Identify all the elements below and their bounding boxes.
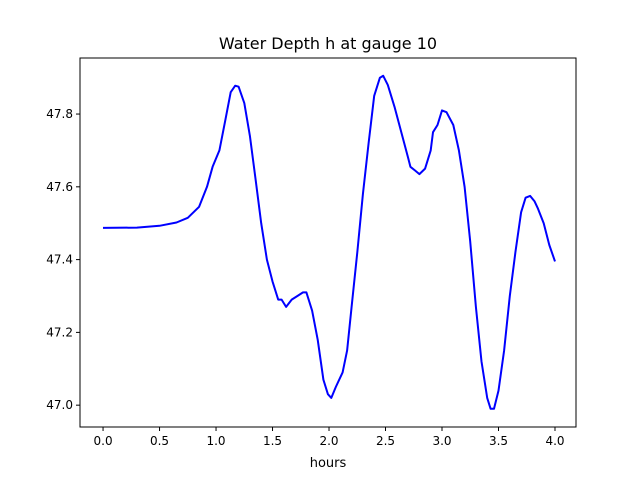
axes-frame xyxy=(79,57,577,428)
x-tick-label: 3.0 xyxy=(432,434,451,448)
x-tick-label: 2.0 xyxy=(319,434,338,448)
x-tick-label: 0.5 xyxy=(150,434,169,448)
y-tick-label: 47.2 xyxy=(46,325,73,339)
x-axis-label: hours xyxy=(310,456,347,471)
series-line-h xyxy=(102,74,556,410)
x-tick-label: 4.0 xyxy=(545,434,564,448)
x-tick-label: 1.0 xyxy=(206,434,225,448)
x-tick-label: 0.0 xyxy=(94,434,113,448)
y-tick-label: 47.6 xyxy=(46,180,73,194)
x-tick-label: 3.5 xyxy=(489,434,508,448)
y-tick-label: 47.0 xyxy=(46,398,73,412)
x-tick-label: 1.5 xyxy=(263,434,282,448)
x-tick-label: 2.5 xyxy=(376,434,395,448)
chart-title: Water Depth h at gauge 10 xyxy=(219,34,437,53)
y-tick-label: 47.8 xyxy=(46,107,73,121)
y-tick-label: 47.4 xyxy=(46,253,73,267)
